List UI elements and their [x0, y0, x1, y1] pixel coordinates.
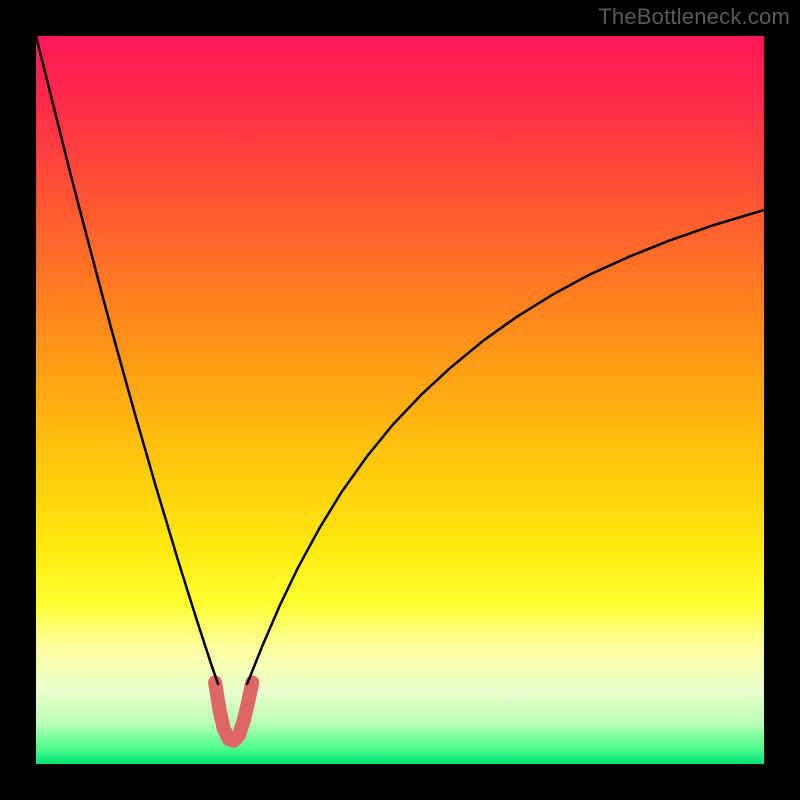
plot-background: [36, 36, 764, 764]
watermark-text: TheBottleneck.com: [598, 4, 790, 30]
stage: TheBottleneck.com: [0, 0, 800, 800]
bottleneck-chart: [0, 0, 800, 800]
